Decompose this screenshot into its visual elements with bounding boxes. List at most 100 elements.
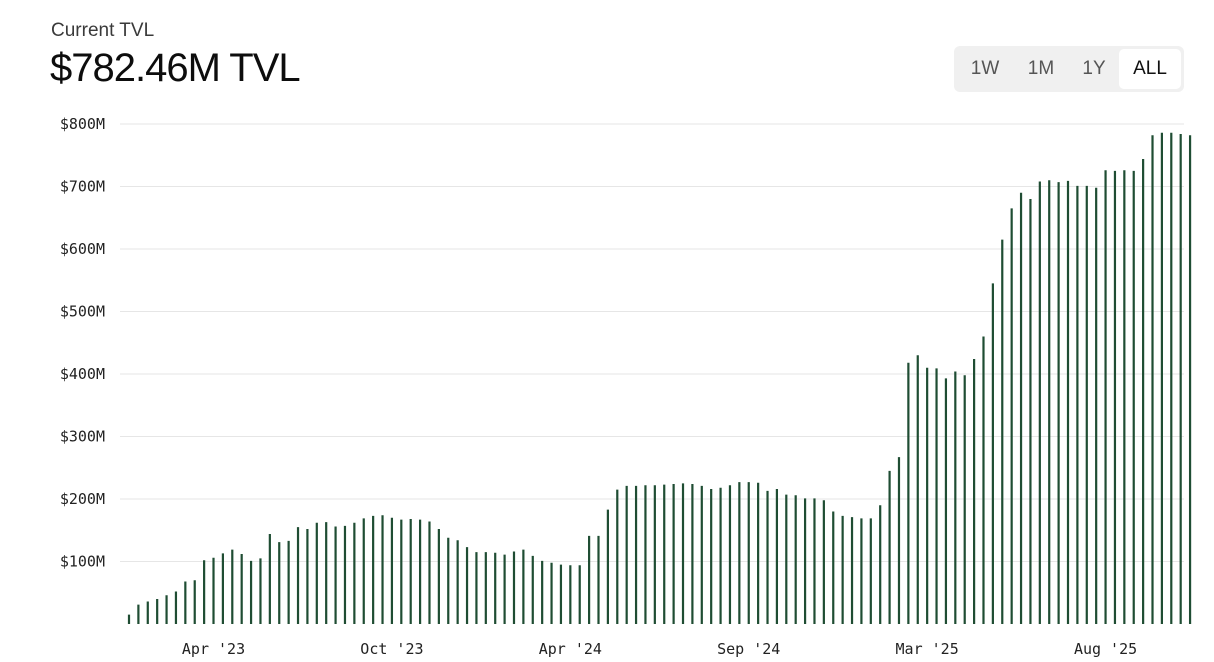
tvl-bar [634,485,638,624]
tvl-bar [541,560,544,624]
tvl-bar [954,371,957,624]
tvl-bar [315,522,318,624]
tvl-bar [184,581,187,624]
tvl-bar [625,485,628,624]
tvl-bar [1113,170,1117,624]
tvl-bar [785,494,788,624]
tvl-bar [1188,135,1192,624]
tvl-bar [522,549,525,624]
x-tick-label: Oct '23 [360,640,423,658]
tvl-bar [465,547,469,624]
tvl-bar [1123,170,1126,624]
tvl-bar [456,540,459,624]
tvl-bar [287,540,290,624]
y-tick-label: $800M [60,115,105,133]
tvl-bar [475,552,478,624]
tvl-bar [1010,208,1013,624]
tvl-bar [418,519,422,624]
tvl-bar [127,614,131,624]
tvl-bar [1029,199,1032,624]
tvl-bar [1104,170,1107,624]
tvl-bar [935,368,938,624]
tvl-bar [944,378,948,624]
tvl-bar [221,553,224,624]
tvl-bar [362,518,365,624]
tvl-bar [710,489,713,624]
tvl-bar [850,517,854,624]
tvl-bar [681,483,685,624]
tvl-bar [1151,135,1154,624]
grid-lines [120,123,1184,562]
range-all-button[interactable]: ALL [1119,49,1181,89]
range-1w-button[interactable]: 1W [970,58,1000,79]
tvl-bar [278,542,281,624]
tvl-bar [550,562,553,624]
tvl-bar [137,604,140,624]
tvl-bar [400,519,403,624]
y-tick-label: $700M [60,178,105,196]
tvl-bar [747,482,750,624]
range-1m-button[interactable]: 1M [1027,58,1055,79]
y-tick-label: $600M [60,240,105,258]
tvl-bar [296,527,300,624]
tvl-bar [569,565,572,624]
tvl-bar [447,537,450,624]
tvl-bar [1066,180,1070,624]
tvl-bar [1160,132,1163,624]
x-tick-label: Mar '25 [896,640,959,658]
tvl-bar [691,484,694,624]
tvl-bar [1057,182,1060,624]
tvl-bar [719,487,722,624]
tvl-bar [794,495,797,624]
tvl-bar [663,484,666,624]
tvl-headline: $782.46M TVL [50,46,301,90]
tvl-bar [334,526,337,624]
tvl-bar [1019,192,1023,624]
tvl-bar [1085,185,1088,624]
tvl-bar [803,498,807,624]
tvl-bar [879,505,882,624]
tvl-bar [240,554,243,624]
tvl-bar [757,482,760,624]
y-tick-label: $500M [60,303,105,321]
tvl-bar [343,525,347,624]
x-axis-labels: Apr '23 Oct '23 Apr '24 Sep '24 Mar '25 Aug '… [182,640,1137,658]
tvl-bar [231,549,234,624]
tvl-bar [644,485,647,624]
tvl-bar [738,482,741,624]
tvl-subtitle: Current TVL [51,20,155,41]
tvl-bar [963,375,966,624]
tvl-bar [822,500,825,624]
tvl-bar [437,529,440,624]
tvl-bar [268,534,271,624]
tvl-bar [869,518,872,624]
tvl-bar [832,511,835,624]
tvl-bar [203,560,206,624]
tvl-bar [926,367,929,624]
tvl-bar [512,551,516,624]
tvl-bar [860,518,863,624]
tvl-bar [193,580,196,624]
tvl-bar [597,535,600,624]
tvl-bar [249,560,253,624]
tvl-bar [1076,185,1079,624]
tvl-bar [841,515,844,624]
tvl-bar [578,565,581,624]
tvl-bar [973,359,976,624]
tvl-bar [381,515,384,624]
range-1y-button[interactable]: 1Y [1082,58,1106,79]
tvl-bar [1038,181,1041,624]
tvl-bar [588,535,591,624]
y-tick-label: $400M [60,365,105,383]
tvl-bar [653,485,656,624]
tvl-bar [259,558,262,624]
tvl-bar [916,355,919,624]
tvl-bar [503,554,506,624]
tvl-bar [531,555,534,624]
tvl-bar [146,601,149,624]
tvl-bar [494,552,497,624]
tvl-bar [1179,134,1182,624]
tvl-bar [325,522,328,624]
tvl-bar [907,362,910,624]
